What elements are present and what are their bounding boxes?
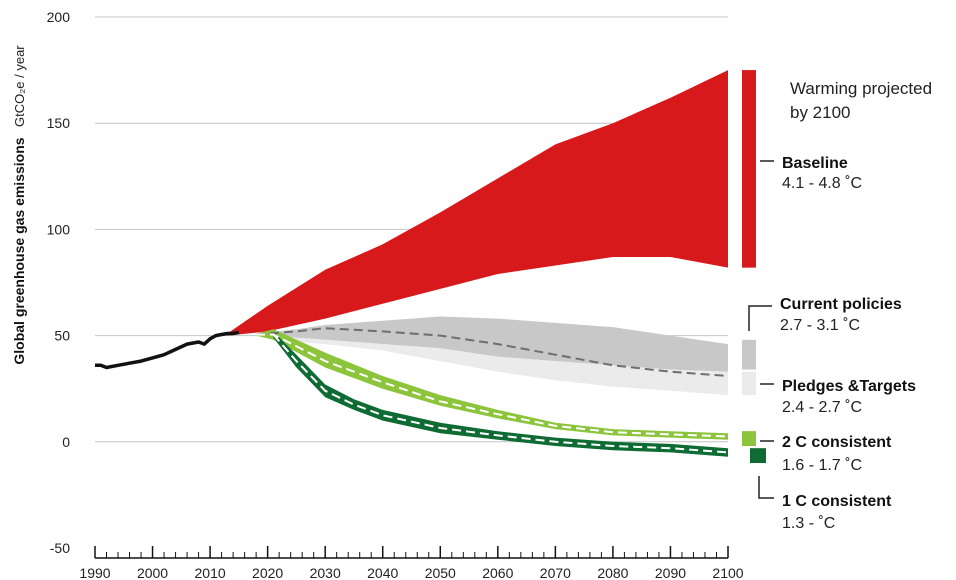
legend-current-policies-title: Current policies: [780, 296, 902, 313]
median-line-2-c-consistent: [256, 333, 729, 438]
y-tick-label-100: 100: [47, 221, 71, 237]
x-axis: 1990 2000 2010 2020 2030 2040 2050 2060 2070 2080…: [79, 546, 744, 580]
x-tick-label-2000: 2000: [137, 565, 168, 580]
scenario-lines: [95, 327, 729, 454]
x-tick-label-2040: 2040: [367, 565, 398, 580]
band-1-c-consistent: [273, 331, 728, 457]
band-pledges-targets: [256, 335, 728, 396]
legend-current-policies-range: 2.7 - 3.1 ˚C: [780, 317, 860, 334]
y-tick-label-150: 150: [47, 115, 71, 131]
y-axis-ticks: -50 0 50 100 150 200: [47, 9, 71, 556]
y-axis-title-main: Global greenhouse gas emissions: [11, 137, 27, 364]
y-tick-label--50: -50: [50, 540, 70, 556]
legend-bar-pledges-targets: [742, 371, 756, 396]
legend-heading-line-1: Warming projected: [790, 79, 932, 98]
historical-emissions-line: [95, 330, 240, 370]
legend-bar-baseline: [742, 70, 756, 268]
legend-heading-line-2: by 2100: [790, 103, 851, 122]
legend-2c-range: 1.6 - 1.7 ˚C: [782, 457, 862, 474]
scenario-bands: [227, 70, 728, 457]
legend-2c-title: 2 C consistent: [782, 434, 892, 451]
band-baseline: [227, 70, 728, 336]
y-tick-label-0: 0: [62, 434, 70, 450]
x-tick-label-2090: 2090: [655, 565, 686, 580]
y-tick-label-200: 200: [47, 9, 71, 25]
svg-text:Global greenhouse gas emission: Global greenhouse gas emissions GtCO₂e /…: [11, 45, 28, 365]
median-line-current-policies: [256, 327, 729, 377]
legend-connector-current-policies: [748, 305, 772, 331]
legend-1c-title: 1 C consistent: [782, 493, 892, 510]
legend-1c-range: 1.3 - ˚C: [782, 515, 835, 532]
x-tick-label-2100: 2100: [712, 565, 743, 580]
legend-bar-1-c-consistent: [750, 448, 766, 464]
x-tick-label-2080: 2080: [597, 565, 628, 580]
legend-baseline-title: Baseline: [782, 155, 848, 172]
y-axis-title: Global greenhouse gas emissions GtCO₂e /…: [11, 45, 28, 365]
y-tick-label-50: 50: [54, 328, 70, 344]
x-tick-label-1990: 1990: [79, 565, 110, 580]
x-tick-label-2070: 2070: [540, 565, 571, 580]
legend-baseline-range: 4.1 - 4.8 ˚C: [782, 175, 862, 192]
x-tick-label-2020: 2020: [252, 565, 283, 580]
x-tick-label-2030: 2030: [310, 565, 341, 580]
legend-bar-2-c-consistent: [742, 431, 756, 447]
legend-connector-1c: [758, 476, 774, 499]
legend: [742, 70, 774, 499]
x-tick-label-2060: 2060: [482, 565, 513, 580]
median-line-1-c-consistent: [272, 333, 729, 454]
y-axis-title-unit: GtCO₂e / year: [12, 45, 27, 127]
x-tick-label-2050: 2050: [425, 565, 456, 580]
x-tick-label-2010: 2010: [195, 565, 226, 580]
legend-pledges-title: Pledges &Targets: [782, 378, 916, 395]
legend-pledges-range: 2.4 - 2.7 ˚C: [782, 399, 862, 416]
legend-bar-current-policies: [742, 339, 756, 370]
